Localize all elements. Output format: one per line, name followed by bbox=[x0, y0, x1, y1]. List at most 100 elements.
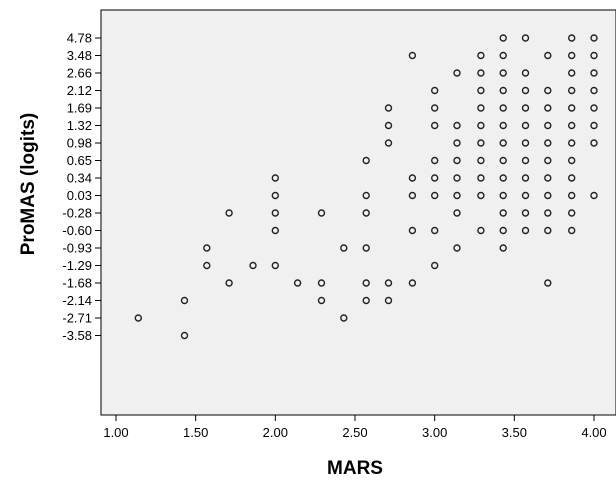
data-point bbox=[568, 86, 576, 95]
data-point bbox=[362, 279, 370, 287]
data-point bbox=[317, 209, 326, 217]
data-point bbox=[453, 139, 461, 147]
y-tick-label: -3.58 bbox=[62, 328, 92, 343]
y-tick-label: 1.69 bbox=[67, 101, 92, 116]
data-point bbox=[271, 191, 279, 200]
data-point bbox=[477, 121, 485, 130]
data-point bbox=[362, 156, 370, 165]
x-tick-label: 1.50 bbox=[183, 425, 208, 440]
data-point bbox=[521, 69, 530, 77]
data-point bbox=[590, 69, 598, 77]
data-point bbox=[568, 139, 576, 147]
data-point bbox=[317, 279, 326, 287]
data-point bbox=[249, 261, 257, 270]
y-tick-label: -0.93 bbox=[62, 241, 92, 256]
data-point bbox=[477, 86, 485, 95]
data-point bbox=[499, 51, 507, 60]
data-point bbox=[499, 34, 507, 42]
data-point bbox=[568, 69, 576, 77]
data-point bbox=[431, 86, 439, 95]
data-point bbox=[568, 34, 576, 42]
data-point bbox=[499, 191, 507, 200]
y-axis-title: ProMAS (logits) bbox=[18, 113, 39, 256]
data-point bbox=[544, 121, 552, 130]
data-point bbox=[453, 121, 461, 130]
y-tick-label: 0.65 bbox=[67, 153, 92, 168]
data-points bbox=[134, 34, 598, 340]
data-point bbox=[293, 279, 302, 287]
y-tick-label: -0.28 bbox=[62, 206, 92, 221]
data-point bbox=[499, 86, 507, 95]
data-point bbox=[590, 34, 598, 42]
data-point bbox=[521, 34, 530, 42]
data-point bbox=[225, 209, 233, 217]
data-point bbox=[568, 226, 576, 235]
data-point bbox=[499, 69, 507, 77]
data-point bbox=[590, 86, 598, 95]
x-tick-label: 3.50 bbox=[502, 425, 527, 440]
x-axis-title: MARS bbox=[327, 458, 383, 479]
data-point bbox=[362, 209, 370, 217]
data-point bbox=[521, 191, 530, 200]
data-point bbox=[431, 226, 439, 235]
data-point bbox=[477, 226, 485, 235]
x-tick-label: 3.00 bbox=[422, 425, 447, 440]
x-tick-label: 2.00 bbox=[263, 425, 288, 440]
data-point bbox=[477, 174, 485, 182]
data-point bbox=[568, 209, 576, 217]
data-point bbox=[271, 261, 279, 270]
data-point bbox=[568, 104, 576, 112]
data-point bbox=[477, 191, 485, 200]
data-point bbox=[544, 139, 552, 147]
data-point bbox=[384, 279, 393, 287]
data-point bbox=[544, 226, 552, 235]
data-point bbox=[134, 314, 143, 322]
data-point bbox=[544, 51, 552, 60]
data-point bbox=[271, 209, 279, 217]
data-point bbox=[568, 156, 576, 165]
y-tick-label: 2.12 bbox=[67, 83, 92, 98]
data-point bbox=[180, 296, 189, 305]
data-point bbox=[544, 86, 552, 95]
data-point bbox=[362, 244, 370, 252]
data-point bbox=[568, 121, 576, 130]
data-point bbox=[521, 121, 530, 130]
data-point bbox=[453, 191, 461, 200]
x-tick-label: 4.00 bbox=[581, 425, 606, 440]
data-point bbox=[590, 51, 598, 60]
y-axis: 4.78 3.48 2.66 2.12 1.69 1.32 0.98 0.65 0.34 0.03… bbox=[62, 31, 101, 343]
data-point bbox=[340, 244, 348, 252]
data-point bbox=[431, 156, 439, 165]
data-point bbox=[499, 226, 507, 235]
data-point bbox=[499, 139, 507, 147]
data-point bbox=[271, 226, 279, 235]
data-point bbox=[477, 69, 485, 77]
data-point bbox=[544, 104, 552, 112]
data-point bbox=[384, 121, 393, 130]
data-point bbox=[477, 104, 485, 112]
y-tick-label: 4.78 bbox=[67, 31, 92, 46]
y-tick-label: -0.60 bbox=[62, 223, 92, 238]
data-point bbox=[431, 121, 439, 130]
data-point bbox=[521, 209, 530, 217]
data-point bbox=[521, 86, 530, 95]
data-point bbox=[408, 174, 417, 182]
data-point bbox=[340, 314, 348, 322]
data-point bbox=[499, 104, 507, 112]
data-point bbox=[431, 261, 439, 270]
data-point bbox=[384, 139, 393, 147]
x-axis: 1.00 1.50 2.00 2.50 3.00 3.50 4.00 bbox=[103, 415, 607, 440]
data-point bbox=[225, 279, 233, 287]
data-point bbox=[521, 139, 530, 147]
y-tick-label: -2.71 bbox=[62, 311, 92, 326]
data-point bbox=[499, 174, 507, 182]
data-point bbox=[271, 174, 279, 182]
y-tick-label: 2.66 bbox=[67, 66, 92, 81]
data-point bbox=[499, 244, 507, 252]
data-point bbox=[477, 156, 485, 165]
data-point bbox=[362, 191, 370, 200]
data-point bbox=[431, 174, 439, 182]
data-point bbox=[499, 121, 507, 130]
data-point bbox=[203, 244, 211, 252]
